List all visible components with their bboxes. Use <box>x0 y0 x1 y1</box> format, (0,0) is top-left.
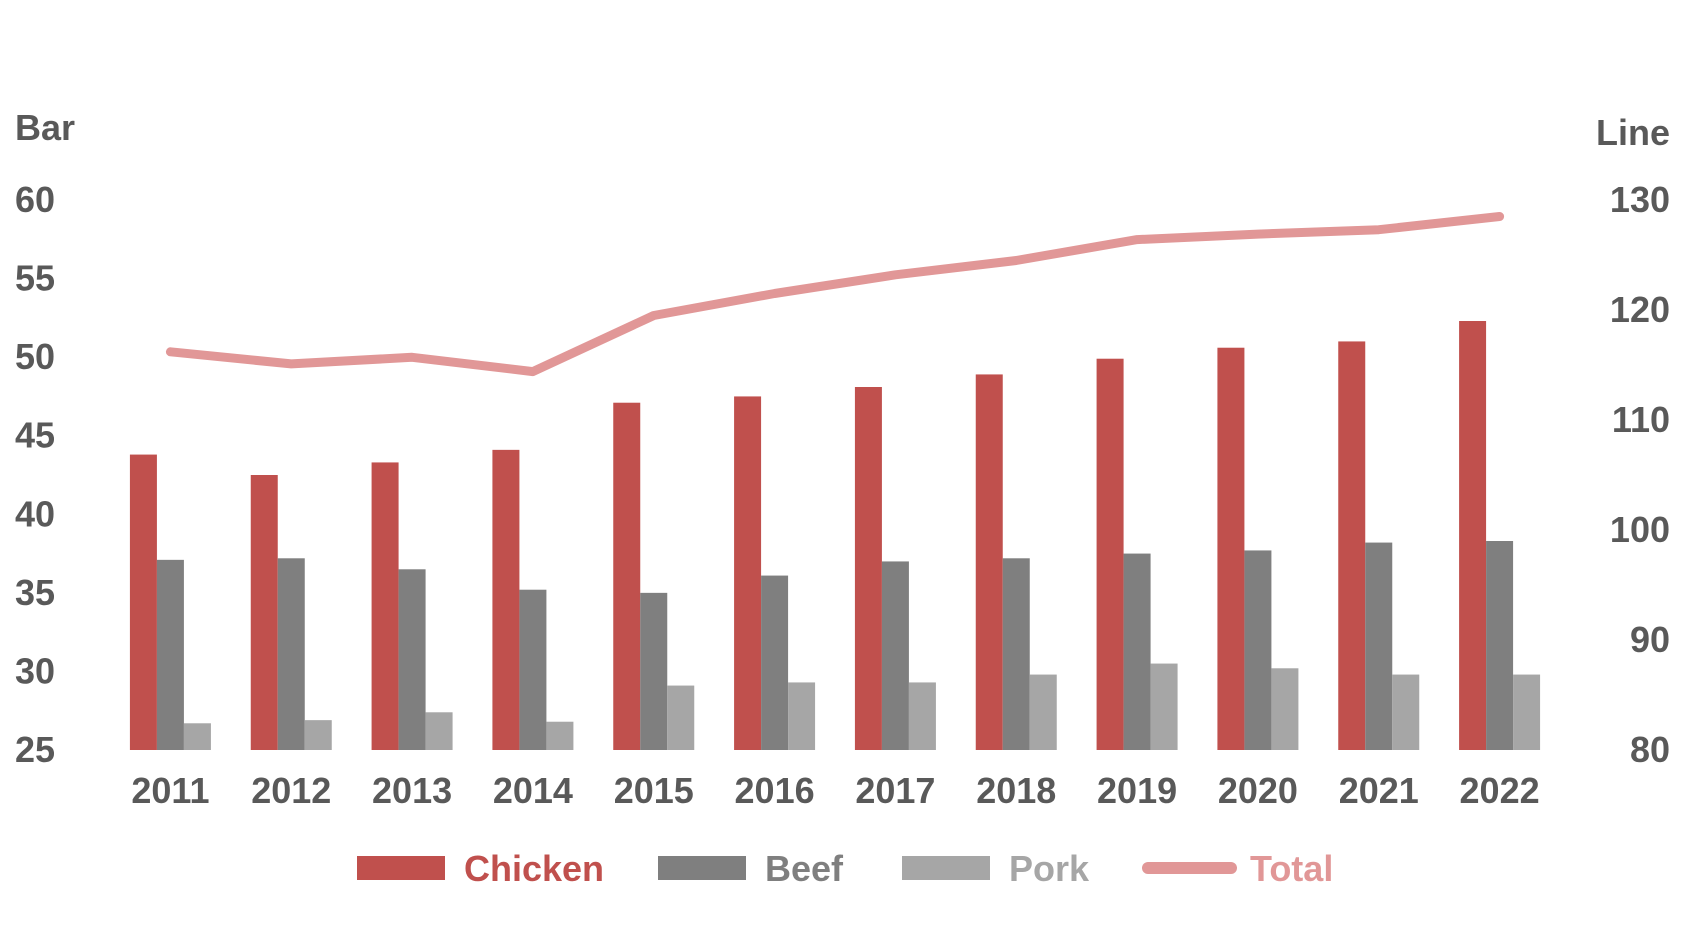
x-tick-label: 2017 <box>855 770 935 811</box>
bar-chicken-2021 <box>1338 341 1366 750</box>
legend-swatch-pork <box>902 856 990 880</box>
right-tick-label: 130 <box>1610 179 1670 220</box>
bar-beef-2019 <box>1123 553 1151 750</box>
bar-chicken-2018 <box>975 374 1003 750</box>
legend-label-beef: Beef <box>765 848 844 889</box>
line-series <box>165 212 1505 377</box>
right-axis-ticks: 80 90 100 110 120 130 <box>1610 179 1670 770</box>
x-tick-label: 2022 <box>1460 770 1540 811</box>
x-axis-tick-labels: 2011 2012 2013 2014 2015 2016 2017 2018 2019 2020… <box>131 770 1539 811</box>
bar-series <box>129 321 1541 750</box>
bar-pork-2011 <box>183 723 211 750</box>
left-tick-label: 40 <box>15 493 55 534</box>
bar-pork-2013 <box>425 712 453 750</box>
bar-chicken-2013 <box>371 462 399 750</box>
bar-beef-2016 <box>761 575 789 750</box>
bar-chicken-2011 <box>129 454 157 750</box>
bar-beef-2014 <box>519 589 547 750</box>
x-tick-label: 2019 <box>1097 770 1177 811</box>
right-axis-label: Line <box>1596 112 1670 153</box>
x-tick-label: 2015 <box>614 770 694 811</box>
bar-chicken-2020 <box>1217 347 1245 750</box>
line-total <box>165 212 1505 377</box>
bar-beef-2012 <box>277 558 305 750</box>
x-tick-label: 2014 <box>493 770 573 811</box>
bar-beef-2011 <box>156 559 184 750</box>
bar-chicken-2015 <box>613 402 641 750</box>
x-tick-label: 2011 <box>131 770 209 811</box>
bar-pork-2018 <box>1029 674 1057 750</box>
bar-beef-2017 <box>881 561 909 750</box>
bar-chicken-2019 <box>1096 358 1124 750</box>
legend-label-pork: Pork <box>1009 848 1090 889</box>
bar-beef-2020 <box>1244 550 1272 750</box>
bar-pork-2021 <box>1392 674 1420 750</box>
x-tick-label: 2012 <box>251 770 331 811</box>
bar-pork-2014 <box>546 721 574 750</box>
bar-chicken-2017 <box>854 387 882 750</box>
right-tick-label: 120 <box>1610 289 1670 330</box>
bar-chicken-2012 <box>250 475 278 750</box>
left-tick-label: 55 <box>15 258 55 299</box>
legend-swatch-chicken <box>357 856 445 880</box>
legend-label-total: Total <box>1250 848 1333 889</box>
x-tick-label: 2021 <box>1339 770 1419 811</box>
right-tick-label: 80 <box>1630 729 1670 770</box>
legend: Chicken Beef Pork Total <box>357 848 1333 889</box>
bar-pork-2019 <box>1150 663 1178 750</box>
bar-beef-2022 <box>1486 541 1514 750</box>
right-tick-label: 90 <box>1630 619 1670 660</box>
bar-pork-2015 <box>667 685 695 750</box>
left-axis-label: Bar <box>15 107 75 148</box>
right-tick-label: 100 <box>1610 509 1670 550</box>
bar-chicken-2022 <box>1459 321 1487 750</box>
left-tick-label: 60 <box>15 179 55 220</box>
x-tick-label: 2020 <box>1218 770 1298 811</box>
bar-pork-2020 <box>1271 668 1299 750</box>
x-tick-label: 2018 <box>976 770 1056 811</box>
bar-pork-2017 <box>908 682 936 750</box>
legend-swatch-beef <box>658 856 746 880</box>
left-axis-ticks: 25 30 35 40 45 50 55 60 <box>15 179 55 770</box>
left-tick-label: 25 <box>15 729 55 770</box>
left-tick-label: 35 <box>15 572 55 613</box>
bar-chicken-2014 <box>492 449 520 750</box>
legend-label-chicken: Chicken <box>464 848 604 889</box>
x-tick-label: 2016 <box>735 770 815 811</box>
left-tick-label: 30 <box>15 650 55 691</box>
left-tick-label: 45 <box>15 415 55 456</box>
bar-pork-2016 <box>788 682 816 750</box>
bar-beef-2013 <box>398 569 426 750</box>
x-tick-label: 2013 <box>372 770 452 811</box>
left-tick-label: 50 <box>15 336 55 377</box>
right-tick-label: 110 <box>1612 399 1670 440</box>
bar-pork-2022 <box>1513 674 1541 750</box>
bar-pork-2012 <box>304 720 332 750</box>
bar-beef-2018 <box>1002 558 1030 750</box>
bar-beef-2021 <box>1365 542 1393 750</box>
bar-chicken-2016 <box>734 396 762 750</box>
bar-beef-2015 <box>640 592 668 750</box>
